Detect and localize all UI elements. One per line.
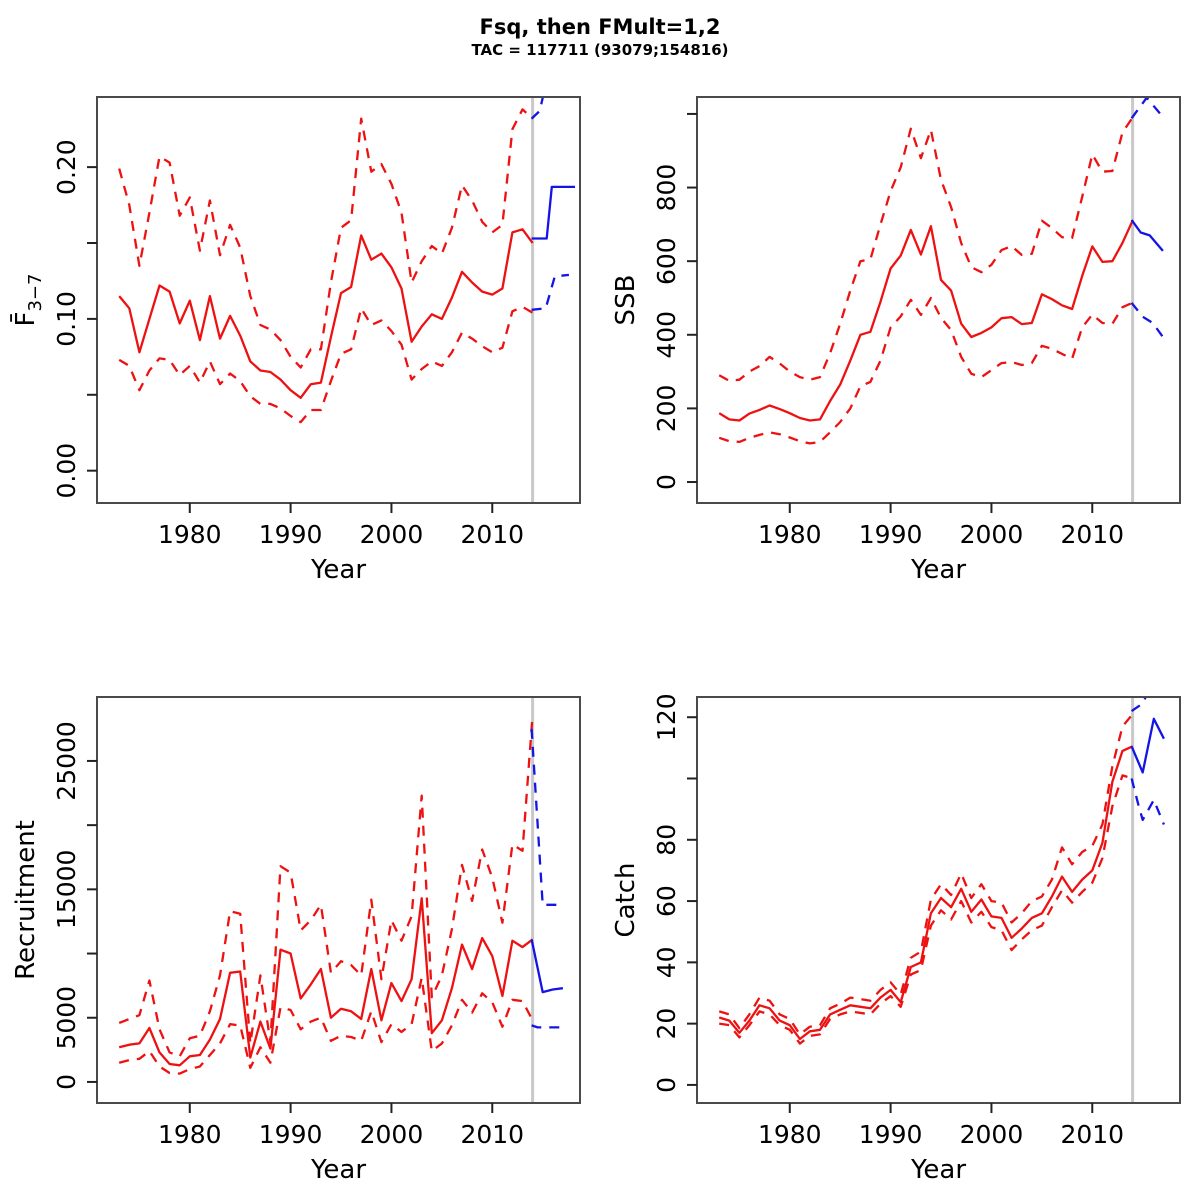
y-axis-title: Catch [611, 862, 641, 937]
series-group [118, 714, 564, 1075]
forecast-median-line [530, 939, 564, 994]
upper-ci-line [718, 116, 1134, 382]
upper-ci-line [118, 108, 534, 369]
y-tick-label: 80 [652, 824, 681, 856]
x-tick-label: 1980 [158, 520, 222, 549]
forecast-lower-line [531, 273, 570, 311]
x-tick-label: 1990 [259, 520, 323, 549]
forecast-upper-line [530, 97, 545, 120]
y-tick-label: 0.10 [52, 291, 81, 347]
chart-subtitle: TAC = 117711 (93079;154816) [471, 41, 729, 59]
x-tick-label: 2010 [1060, 520, 1124, 549]
y-tick-label: 15000 [52, 850, 81, 930]
plot-frame [96, 696, 581, 1104]
forecast-upper-line [530, 728, 563, 906]
forecast-upper-line [1130, 97, 1164, 119]
plot-frame [696, 96, 1181, 504]
x-axis-title: Year [910, 1155, 966, 1185]
upper-ci-line [118, 714, 534, 1058]
x-tick-label: 1990 [859, 520, 923, 549]
y-tick-label: 0.20 [52, 139, 81, 195]
y-tick-label: 0 [652, 1077, 681, 1093]
y-tick-label: 120 [652, 693, 681, 741]
x-tick-label: 1980 [758, 520, 822, 549]
median-line [118, 228, 534, 399]
y-tick-label: 200 [652, 385, 681, 433]
x-tick-label: 2000 [960, 520, 1024, 549]
y-tick-label: 800 [652, 164, 681, 212]
forecast-lower-line [1130, 778, 1165, 825]
y-tick-label: 60 [652, 885, 681, 917]
x-tick-label: 2000 [360, 1120, 424, 1149]
y-tick-label: 25000 [52, 721, 81, 801]
forecast-median-line [531, 185, 575, 240]
y-tick-label: 400 [652, 311, 681, 359]
x-tick-label: 2010 [1060, 1120, 1124, 1149]
x-axis-title: Year [310, 1155, 366, 1185]
forecast-lower-line [531, 1024, 563, 1029]
x-tick-label: 2000 [360, 520, 424, 549]
median-line [718, 745, 1134, 1041]
x-tick-label: 1990 [859, 1120, 923, 1149]
x-tick-label: 2000 [960, 1120, 1024, 1149]
lower-ci-line [718, 296, 1134, 445]
x-tick-label: 1980 [158, 1120, 222, 1149]
plot-frame [96, 96, 581, 504]
panel-fbar: 1980 1990 2000 2010 0.00 0.10 0.20 Year F̄3−7 [9, 96, 581, 585]
y-tick-label: 20 [652, 1008, 681, 1040]
forecast-median-line [1130, 219, 1164, 252]
y-tick-label: 5000 [52, 986, 81, 1050]
panel-catch: 1980 1990 2000 2010 0 20 40 60 80 120 Year Catch [611, 693, 1181, 1185]
upper-ci-line [718, 713, 1134, 1036]
series-group [718, 697, 1165, 1045]
y-axis-title: F̄3−7 [9, 274, 46, 327]
x-axis-title: Year [910, 555, 966, 585]
panel-recruitment: 1980 1990 2000 2010 0 5000 15000 25000 Year Recru… [11, 696, 581, 1185]
y-axis-title: SSB [611, 275, 641, 326]
forecast-median-line [1130, 717, 1165, 774]
y-tick-label: 40 [652, 946, 681, 978]
x-tick-label: 1980 [758, 1120, 822, 1149]
median-line [718, 220, 1134, 422]
panel-ssb: 1980 1990 2000 2010 0 200 400 600 800 Year SSB [611, 96, 1181, 585]
y-tick-label: 0 [52, 1074, 81, 1090]
lower-ci-line [118, 305, 534, 424]
x-tick-label: 2010 [460, 1120, 524, 1149]
y-tick-label: 600 [652, 237, 681, 285]
y-tick-label: 0 [652, 474, 681, 490]
figure-header: Fsq, then FMult=1,2 TAC = 117711 (93079;… [0, 14, 1200, 60]
plot-frame [696, 696, 1181, 1104]
y-axis-title: Recruitment [11, 820, 41, 980]
x-axis-title: Year [310, 555, 366, 585]
forecast-upper-line [1130, 697, 1147, 713]
median-line [118, 897, 534, 1067]
x-tick-label: 1990 [259, 1120, 323, 1149]
lower-ci-line [719, 774, 1133, 1045]
series-group [718, 97, 1164, 445]
chart-title: Fsq, then FMult=1,2 [479, 15, 721, 39]
lower-ci-line [118, 976, 534, 1075]
y-tick-label: 0.00 [52, 443, 81, 499]
x-tick-label: 2010 [460, 520, 524, 549]
forecast-lower-line [1130, 302, 1164, 338]
series-group [118, 97, 575, 424]
